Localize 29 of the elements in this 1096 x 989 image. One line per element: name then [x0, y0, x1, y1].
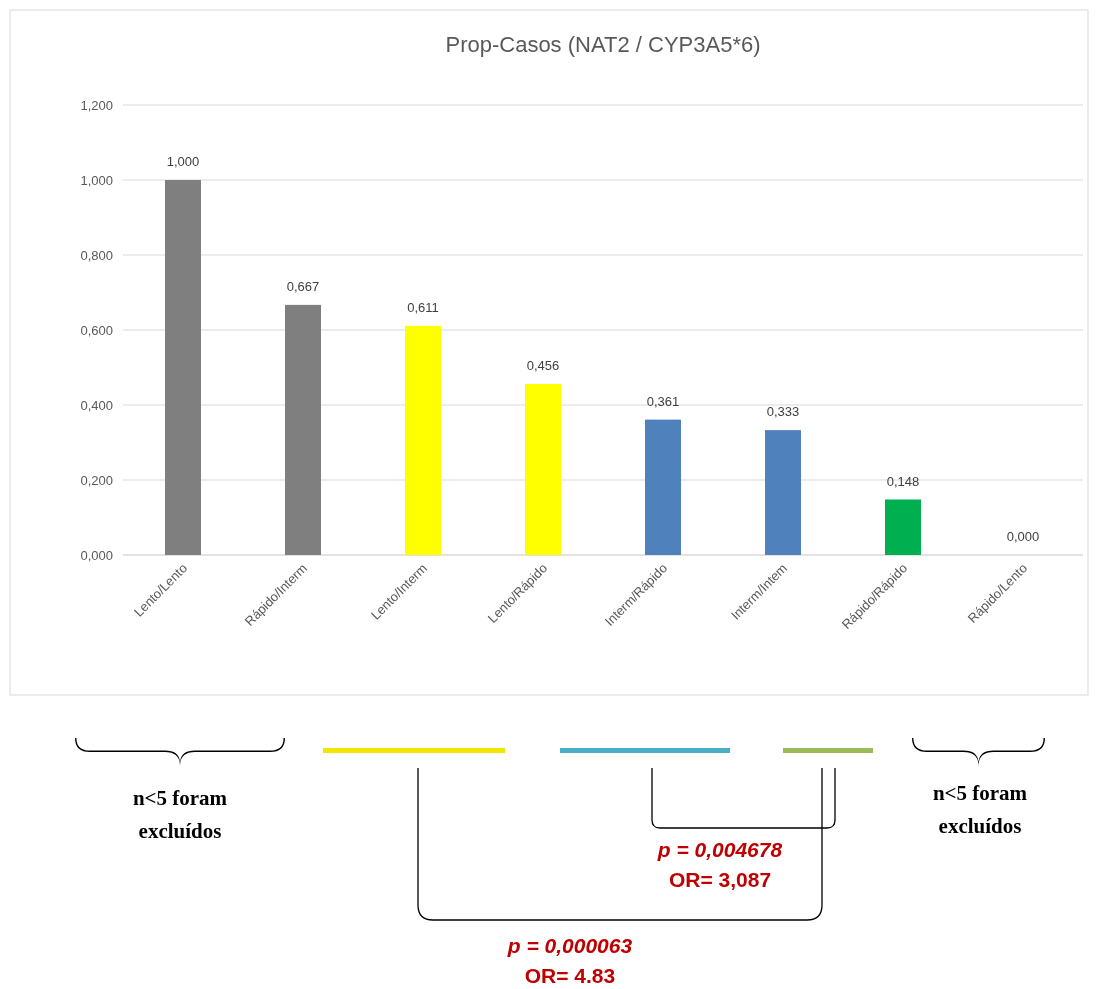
bar	[645, 419, 681, 555]
text: p = 0,004678	[656, 838, 783, 861]
text: n<5 foram excluídos	[132, 786, 228, 843]
data-label: 1,000	[166, 154, 200, 169]
y-tick-label: 0,200	[80, 472, 113, 488]
data-label: 0,667	[286, 278, 320, 294]
bar	[405, 325, 441, 555]
y-tick-label: 1,000	[80, 172, 113, 188]
y-tick-label: 0,800	[80, 247, 113, 263]
y-tick-label: 0,000	[80, 547, 113, 563]
bar	[885, 499, 921, 555]
text: p = 0,000063	[506, 934, 633, 957]
data-label: 0,000	[1006, 529, 1040, 544]
y-tick-label: 0,600	[80, 322, 113, 338]
text: OR= 3,087	[668, 868, 772, 891]
data-label: 0,611	[407, 299, 439, 315]
chart-title: Prop-Casos (NAT2 / CYP3A5*6)	[445, 32, 761, 57]
bar	[765, 430, 801, 555]
bar	[285, 304, 321, 555]
data-label: 0,333	[766, 404, 800, 420]
data-label: 0,456	[526, 358, 560, 373]
bar	[525, 384, 561, 555]
bar	[165, 180, 201, 555]
data-label: 0,148	[886, 473, 920, 489]
y-tick-label: 1,200	[80, 97, 113, 113]
text: n<5 foram excluídos	[932, 781, 1028, 838]
data-label: 0,361	[646, 393, 680, 409]
text: OR= 4.83	[524, 964, 616, 987]
y-tick-label: 0,400	[80, 397, 113, 413]
